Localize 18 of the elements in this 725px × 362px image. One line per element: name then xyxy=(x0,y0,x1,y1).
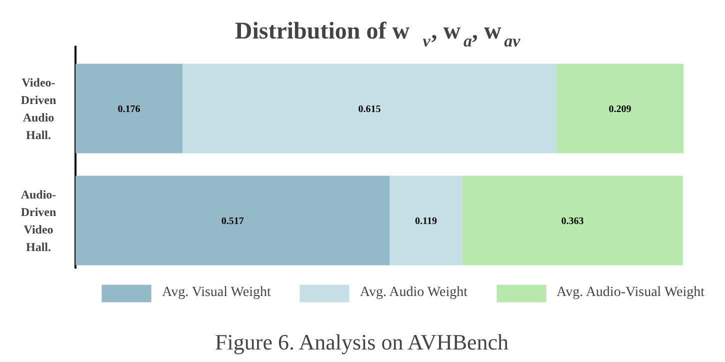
legend-label: Avg. Audio Weight xyxy=(360,285,468,301)
bar xyxy=(182,64,556,154)
data-label: 0.363 xyxy=(561,216,584,227)
y-tick-label: Audio-Driven Video Hall. xyxy=(20,187,56,254)
data-label: 0.176 xyxy=(118,104,140,115)
bar xyxy=(76,64,183,154)
data-label: 0.615 xyxy=(358,104,381,115)
bar xyxy=(76,176,390,266)
data-label: 0.119 xyxy=(415,216,437,227)
bar xyxy=(462,176,683,266)
legend-label: Avg. Visual Weight xyxy=(162,285,271,301)
bar xyxy=(390,176,462,266)
y-tick-label: Video-Driven Audio Hall. xyxy=(20,75,56,142)
data-label: 0.209 xyxy=(608,104,632,115)
data-label: 0.517 xyxy=(221,216,244,227)
legend-label: Avg. Audio-Visual Weight xyxy=(556,285,705,301)
caption: Figure 6. Analysis on AVHBench xyxy=(215,330,509,354)
bar xyxy=(556,64,684,154)
